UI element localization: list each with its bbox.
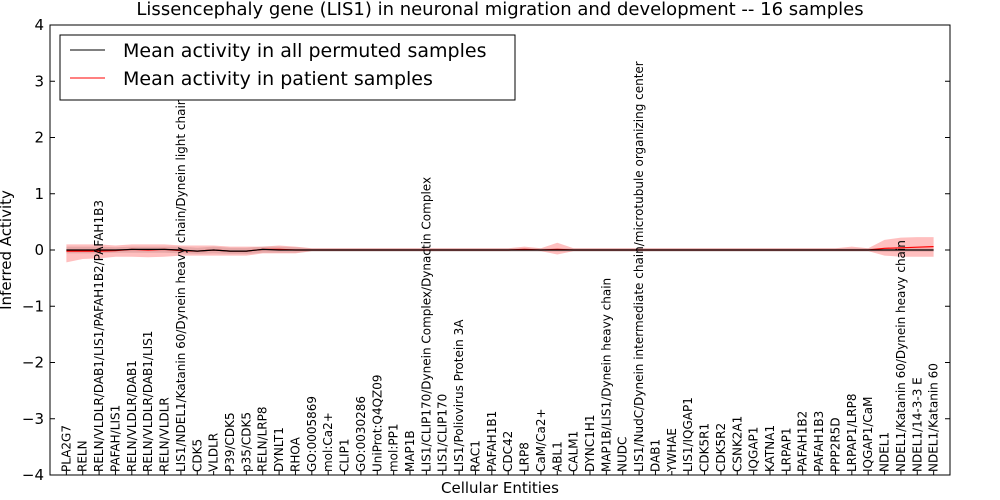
y-tick-label: 3 — [34, 72, 44, 90]
category-label: mol:Ca2+ — [321, 412, 335, 472]
category-label: LRPAP1 — [779, 427, 793, 472]
y-tick-label: 4 — [34, 16, 44, 34]
category-label: KATNA1 — [763, 425, 777, 472]
category-label: PPP2R5D — [828, 417, 842, 472]
category-label: CaM/Ca2+ — [534, 408, 548, 472]
category-label: YWHAE — [665, 428, 679, 473]
category-label: LIS1/NudC/Dynein intermediate chain/micr… — [632, 61, 646, 472]
category-label: RELN/VLDLR — [158, 397, 172, 472]
category-label: UniProt:Q4QZ09 — [370, 374, 384, 472]
y-tick-label: 0 — [34, 241, 44, 259]
y-tick-label: −3 — [22, 410, 44, 428]
category-label: DYNLT1 — [272, 427, 286, 472]
category-label: P39/CDK5 — [223, 412, 237, 472]
x-axis: PLA2G7 RELN RELN/VLDLR/DAB1/LIS1/PAFAH1B2/… — [59, 61, 941, 475]
category-label: CLIP1 — [338, 439, 352, 472]
category-label: MAP1B/LIS1/Dynein heavy chain — [599, 278, 613, 472]
category-label: LIS1/NDEL1/Katanin 60/Dynein heavy chain… — [174, 98, 188, 472]
category-label: DAB1 — [648, 439, 662, 472]
category-label: IQGAP1 — [747, 427, 761, 472]
category-label: RELN/LRP8 — [256, 406, 270, 472]
category-label: DYNC1H1 — [583, 414, 597, 472]
legend-label-permuted: Mean activity in all permuted samples — [123, 40, 486, 62]
category-label: PAFAH1B1 — [485, 411, 499, 472]
category-label: NDEL1/Katanin 60 — [927, 363, 941, 472]
category-label: NDEL1/Katanin 60/Dynein heavy chain — [894, 240, 908, 472]
category-label: RAC1 — [468, 440, 482, 472]
category-label: VLDLR — [207, 433, 221, 472]
category-label: CDK5R1 — [698, 423, 712, 472]
category-label: IQGAP1/CaM — [861, 397, 875, 473]
category-label: RELN/VLDLR/DAB1/LIS1/PAFAH1B2/PAFAH1B3 — [92, 200, 106, 472]
y-tick-label: 2 — [34, 129, 44, 147]
category-label: mol:PP1 — [387, 423, 401, 472]
category-label: PAFAH/LIS1 — [108, 405, 122, 472]
y-axis-label: Inferred Activity — [0, 190, 15, 310]
line-permuted — [66, 248, 934, 252]
y-tick-label: −4 — [22, 466, 44, 484]
category-label: ABL1 — [550, 441, 564, 472]
category-label: CDK5R2 — [714, 423, 728, 472]
category-label: LRPAP1/LRP8 — [845, 393, 859, 472]
category-label: NUDC — [616, 437, 630, 472]
y-tick-label: 1 — [34, 185, 44, 203]
category-label: NDEL1 — [878, 432, 892, 472]
category-label: LIS1/IQGAP1 — [681, 397, 695, 472]
y-tick-label: −2 — [22, 354, 44, 372]
y-axis: −4 −3 −2 −1 0 1 2 3 4 — [22, 16, 950, 484]
category-label: CSNK2A1 — [730, 416, 744, 472]
category-label: GO:0030286 — [354, 396, 368, 472]
category-label: GO:0005869 — [305, 396, 319, 472]
y-tick-label: −1 — [22, 297, 44, 315]
category-label: RELN/VLDLR/DAB1/LIS1 — [141, 331, 155, 472]
category-label: LIS1/Poliovirus Protein 3A — [452, 319, 466, 472]
category-label: CDK5 — [190, 439, 204, 472]
series-lines — [66, 246, 934, 252]
x-axis-label: Cellular Entities — [441, 479, 559, 497]
category-label: LRP8 — [518, 442, 532, 472]
category-label: RELN — [76, 440, 90, 472]
category-label: LIS1/CLIP170 — [436, 394, 450, 472]
category-label: PLA2G7 — [59, 425, 73, 472]
legend: Mean activity in all permuted samples Me… — [59, 34, 516, 101]
chart-title: Lissencephaly gene (LIS1) in neuronal mi… — [136, 0, 863, 20]
category-label: MAP1B — [403, 430, 417, 472]
category-label: NDEL1/14-3-3 E — [910, 377, 924, 472]
category-label: LIS1/CLIP170/Dynein Complex/Dynactin Com… — [419, 177, 433, 472]
category-label: PAFAH1B2 — [796, 411, 810, 472]
legend-label-patient: Mean activity in patient samples — [123, 68, 433, 90]
category-label: CALM1 — [567, 431, 581, 472]
category-label: RHOA — [288, 436, 302, 472]
category-label: CDC42 — [501, 431, 515, 472]
legend-frame — [59, 34, 516, 101]
category-label: p35/CDK5 — [239, 412, 253, 472]
category-label: PAFAH1B3 — [812, 411, 826, 472]
category-label: RELN/VLDLR/DAB1 — [125, 360, 139, 472]
